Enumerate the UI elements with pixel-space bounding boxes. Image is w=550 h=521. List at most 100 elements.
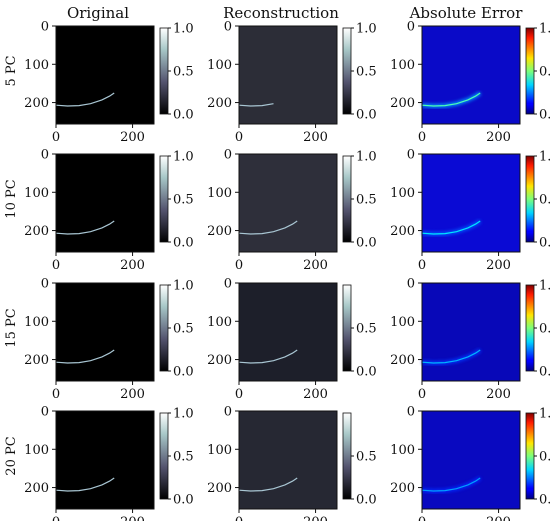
error-r1-colorbar-label: 1.0 — [539, 22, 550, 37]
original-r3-colorbar-label: 1.0 — [173, 279, 194, 294]
original-r1-colorbar-label: 0.5 — [173, 65, 194, 80]
column-title-original: Original — [67, 4, 129, 22]
reconstruction-r2-colorbar — [342, 155, 352, 243]
original-r3-ytick-label: 0 — [41, 277, 49, 292]
original-r3-frame — [55, 282, 155, 382]
original-r2-ytick-label: 200 — [24, 224, 49, 239]
reconstruction-r1-xtick-label: 0 — [235, 130, 243, 145]
error-r4-ytick-label: 100 — [390, 443, 415, 458]
original-r3-colorbar — [159, 284, 169, 372]
error-r2-curve — [421, 220, 481, 235]
error-r4-ytick-label: 200 — [390, 481, 415, 496]
original-r2-colorbar-label: 0.0 — [173, 236, 194, 251]
reconstruction-r2-xtick-label: 0 — [235, 258, 243, 273]
reconstruction-r3-colorbar — [342, 284, 352, 372]
original-r2-ytick-label: 100 — [24, 186, 49, 201]
original-r2-colorbar-label: 1.0 — [173, 150, 194, 165]
error-r3-colorbar-label: 1.0 — [539, 279, 550, 294]
error-r4-ytick-label: 0 — [407, 405, 415, 420]
original-r3-ytick-label: 200 — [24, 353, 49, 368]
error-r1-image — [422, 26, 520, 124]
reconstruction-r4-image — [239, 411, 337, 509]
reconstruction-r2-colorbar-label: 0.0 — [356, 236, 377, 251]
error-r4-colorbar — [525, 412, 535, 500]
error-r4-image — [422, 411, 520, 509]
reconstruction-r1-ytick-label: 100 — [207, 58, 232, 73]
reconstruction-r4-frame — [238, 410, 338, 510]
reconstruction-r3-frame — [238, 282, 338, 382]
error-r1-frame — [421, 25, 521, 125]
error-r2-colorbar-label: 1.0 — [539, 150, 550, 165]
reconstruction-r1-frame — [238, 25, 338, 125]
error-r2-xtick-label: 0 — [418, 258, 426, 273]
reconstruction-r3-xtick-label: 200 — [303, 387, 328, 402]
original-r2-curve — [55, 220, 115, 235]
original-r3-curve — [55, 349, 115, 364]
original-r4-xtick-label: 0 — [52, 515, 60, 521]
original-r1-frame — [55, 25, 155, 125]
reconstruction-r2-frame — [238, 153, 338, 253]
error-r3-xtick-label: 200 — [486, 387, 511, 402]
original-r4-frame — [55, 410, 155, 510]
row-label-20pc: 20 PC — [4, 436, 19, 475]
reconstruction-r4-colorbar-label: 0.5 — [356, 450, 377, 465]
error-r4-frame — [421, 410, 521, 510]
error-r2-colorbar-label: 0.5 — [539, 193, 550, 208]
original-r1-colorbar — [159, 27, 169, 115]
reconstruction-r3-ytick-label: 200 — [207, 353, 232, 368]
original-r1-colorbar-label: 0.0 — [173, 108, 194, 123]
original-r1-ytick-label: 100 — [24, 58, 49, 73]
reconstruction-r1-ytick-label: 200 — [207, 96, 232, 111]
reconstruction-r3-ytick-label: 100 — [207, 315, 232, 330]
error-r3-image — [422, 283, 520, 381]
reconstruction-r4-xtick-label: 200 — [303, 515, 328, 521]
column-title-absolute-error: Absolute Error — [409, 4, 524, 22]
error-r2-ytick-label: 0 — [407, 148, 415, 163]
reconstruction-r4-xtick-label: 0 — [235, 515, 243, 521]
row-label-15pc: 15 PC — [4, 308, 19, 347]
reconstruction-r2-ytick-label: 0 — [224, 148, 232, 163]
original-r2-colorbar — [159, 155, 169, 243]
error-r3-ytick-label: 0 — [407, 277, 415, 292]
error-r3-colorbar-label: 0.0 — [539, 365, 550, 380]
reconstruction-r1-curve — [238, 103, 274, 107]
error-r1-xtick-label: 0 — [418, 130, 426, 145]
reconstruction-r3-colorbar-label: 0.0 — [356, 365, 377, 380]
reconstruction-r2-curve — [238, 220, 298, 235]
error-r3-ytick-label: 100 — [390, 315, 415, 330]
reconstruction-r2-ytick-label: 200 — [207, 224, 232, 239]
original-r1-xtick-label: 200 — [120, 130, 145, 145]
original-r2-colorbar-label: 0.5 — [173, 193, 194, 208]
reconstruction-r2-colorbar-label: 0.5 — [356, 193, 377, 208]
reconstruction-r4-colorbar — [342, 412, 352, 500]
error-r2-colorbar-label: 0.0 — [539, 236, 550, 251]
reconstruction-r3-xtick-label: 0 — [235, 387, 243, 402]
error-r4-xtick-label: 200 — [486, 515, 511, 521]
reconstruction-r3-curve — [238, 349, 298, 364]
column-title-reconstruction: Reconstruction — [223, 4, 339, 22]
original-r4-ytick-label: 200 — [24, 481, 49, 496]
error-r2-colorbar — [525, 155, 535, 243]
reconstruction-r4-curve — [238, 477, 298, 492]
original-r3-xtick-label: 0 — [52, 387, 60, 402]
reconstruction-r3-ytick-label: 0 — [224, 277, 232, 292]
reconstruction-r4-ytick-label: 0 — [224, 405, 232, 420]
original-r4-image — [56, 411, 154, 509]
original-r4-colorbar — [159, 412, 169, 500]
error-r3-xtick-label: 0 — [418, 387, 426, 402]
reconstruction-r1-xtick-label: 200 — [303, 130, 328, 145]
original-r4-ytick-label: 0 — [41, 405, 49, 420]
reconstruction-r1-colorbar — [342, 27, 352, 115]
error-r2-image — [422, 154, 520, 252]
error-r4-colorbar-label: 0.5 — [539, 450, 550, 465]
error-r3-colorbar-label: 0.5 — [539, 322, 550, 337]
error-r4-colorbar-label: 1.0 — [539, 407, 550, 422]
error-r2-ytick-label: 200 — [390, 224, 415, 239]
error-r2-frame — [421, 153, 521, 253]
reconstruction-r2-image — [239, 154, 337, 252]
reconstruction-r2-colorbar-label: 1.0 — [356, 150, 377, 165]
error-r4-curve — [421, 477, 481, 492]
error-r1-colorbar-label: 0.0 — [539, 108, 550, 123]
reconstruction-r4-ytick-label: 100 — [207, 443, 232, 458]
